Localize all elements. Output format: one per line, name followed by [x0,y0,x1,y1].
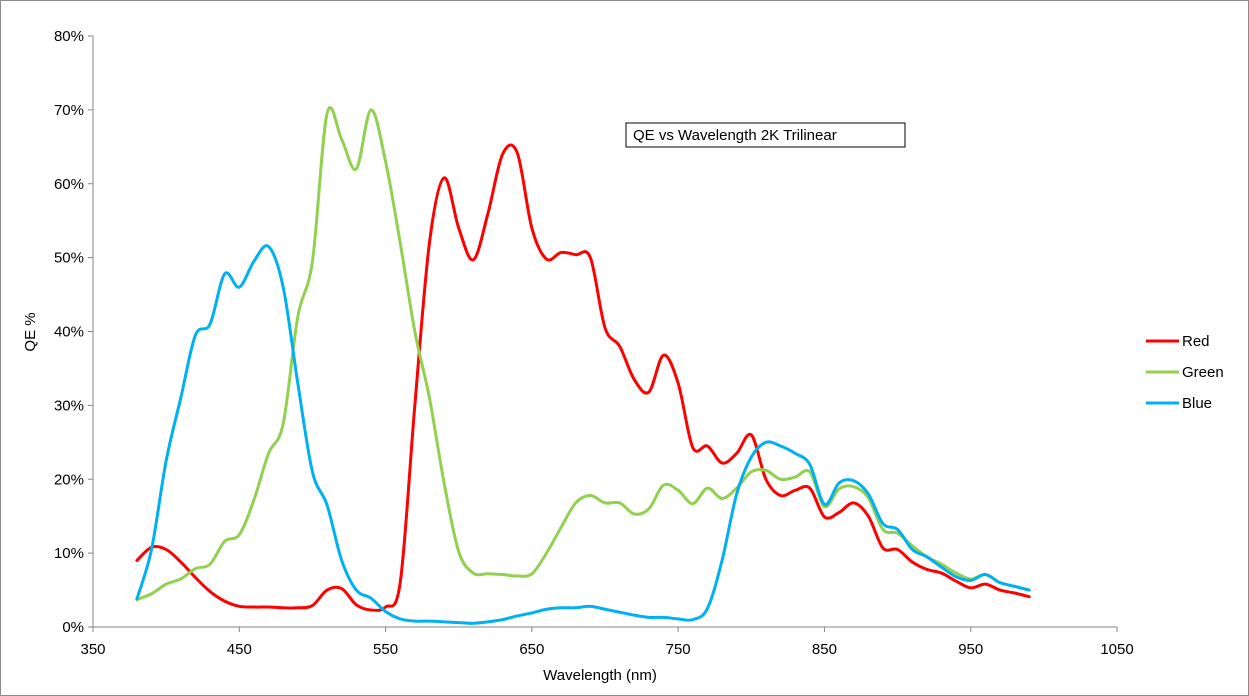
series-lines [135,106,1031,625]
x-tick-label: 350 [80,641,105,658]
x-tick-label: 950 [958,641,983,658]
y-tick-labels: 0% 10% 20% 30% 40% 50% 60% 70% 80% [54,28,84,636]
y-tick-label: 50% [54,250,84,267]
series-line-red [135,143,1031,612]
x-tick-label: 1050 [1100,641,1133,658]
x-tick-label: 850 [812,641,837,658]
x-tick-label: 550 [373,641,398,658]
chart-title-border [625,122,906,148]
y-tick-label: 10% [54,545,84,562]
x-tick-label: 750 [666,641,691,658]
y-tick-label: 60% [54,176,84,193]
y-tick-label: 80% [54,28,84,45]
y-tick-label: 0% [62,619,84,636]
legend: Red Green Blue [1146,333,1224,412]
legend-label-blue: Blue [1182,395,1212,412]
x-tick-labels: 350 450 550 650 750 850 950 1050 [80,641,1133,658]
axes [88,35,1118,632]
legend-label-red: Red [1182,333,1210,350]
y-tick-label: 70% [54,102,84,119]
x-tick-label: 450 [227,641,252,658]
chart-title-box: QE vs Wavelength 2K Trilinear [625,122,906,148]
series-line-blue [135,244,1031,625]
y-axis-title: QE % [22,312,39,351]
series-line-green [135,106,1031,602]
legend-label-green: Green [1182,364,1224,381]
chart-title: QE vs Wavelength 2K Trilinear [633,127,837,144]
x-tick-label: 650 [519,641,544,658]
x-axis-title: Wavelength (nm) [543,667,657,684]
y-tick-label: 40% [54,324,84,341]
y-tick-label: 30% [54,397,84,414]
y-tick-label: 20% [54,471,84,488]
